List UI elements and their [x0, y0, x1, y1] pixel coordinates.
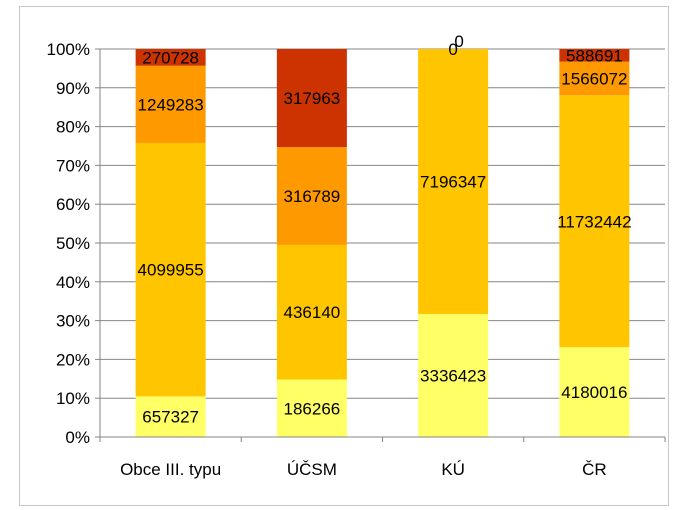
- data-label: 1249283: [138, 95, 204, 114]
- data-labels: 657327 4099955 1249283 270728 186266 436140 31…: [138, 32, 632, 427]
- bar-segment: [276, 244, 347, 380]
- x-tick-label: KÚ: [441, 460, 465, 479]
- bar-segment: [135, 65, 206, 143]
- y-tick-label: 50%: [56, 234, 90, 253]
- bar-segment: [418, 49, 489, 315]
- data-label: 4180016: [561, 383, 627, 402]
- x-tick-label: ÚČSM: [287, 460, 337, 479]
- bar-segment: [276, 147, 347, 245]
- x-tick-label: ČR: [582, 460, 607, 479]
- bar-segment: [418, 314, 489, 437]
- bar-segment: [135, 396, 206, 437]
- bar-segment: [135, 49, 206, 66]
- y-tick-label: 60%: [56, 195, 90, 214]
- data-label: 270728: [142, 48, 199, 67]
- y-tick-label: 40%: [56, 273, 90, 292]
- data-label: 11732442: [557, 212, 631, 231]
- data-label: 436140: [284, 303, 341, 322]
- bar-segment: [559, 347, 630, 437]
- y-tick-label: 20%: [56, 350, 90, 369]
- bar-segment: [559, 49, 630, 62]
- data-label: 0: [448, 40, 457, 59]
- bar-segment: [559, 95, 630, 348]
- y-tick-label: 30%: [56, 312, 90, 331]
- y-tick-label: 100%: [47, 40, 90, 59]
- y-tick-label: 0%: [65, 428, 90, 447]
- data-label: 7196347: [420, 173, 486, 192]
- bar-segment: [276, 379, 347, 437]
- data-label: 657327: [142, 408, 199, 427]
- data-label: 0: [454, 32, 463, 51]
- y-tick-label: 10%: [56, 389, 90, 408]
- bars: [135, 49, 630, 437]
- data-label: 317963: [284, 89, 341, 108]
- y-tick-label: 90%: [56, 79, 90, 98]
- data-label: 1566072: [561, 69, 627, 88]
- bar-segment: [559, 61, 630, 96]
- y-tick-label: 70%: [56, 156, 90, 175]
- y-tick-label: 80%: [56, 118, 90, 137]
- bar-segment: [135, 142, 206, 397]
- y-tick-labels: 0% 10% 20% 30% 40% 50% 60% 70% 80% 90% 100%: [47, 40, 90, 447]
- x-tick-label: Obce III. typu: [120, 460, 221, 479]
- data-label: 316789: [284, 187, 341, 206]
- x-tick-labels: Obce III. typu ÚČSM KÚ ČR: [120, 460, 607, 479]
- data-label: 588691: [566, 46, 623, 65]
- bar-segment: [276, 49, 347, 148]
- axes: [99, 49, 666, 442]
- data-label: 3336423: [420, 367, 486, 386]
- data-label: 4099955: [138, 261, 204, 280]
- data-label: 186266: [284, 399, 341, 418]
